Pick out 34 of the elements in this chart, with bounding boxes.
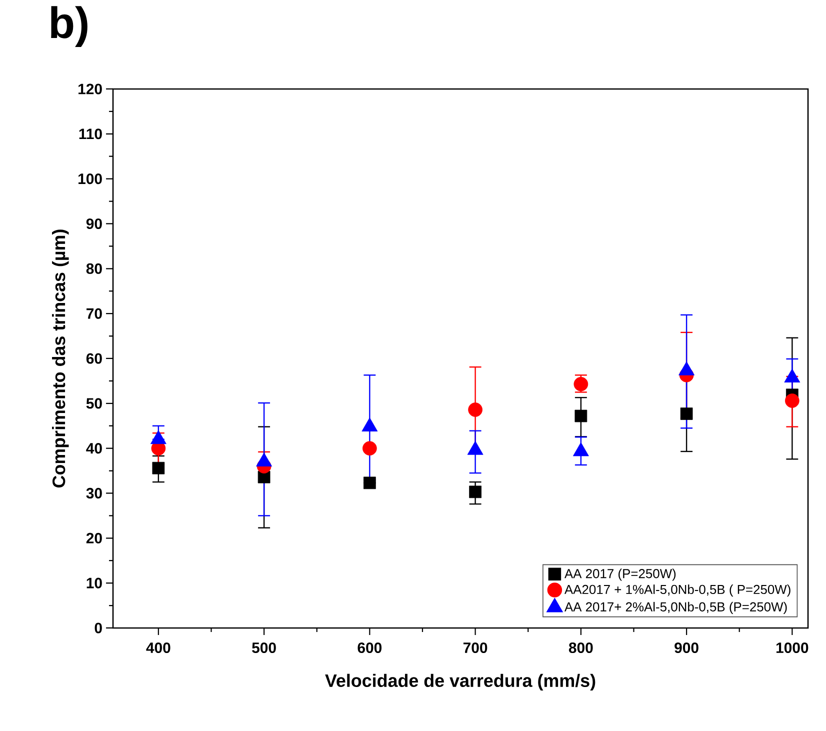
point [469,486,482,498]
x-axis-title: Velocidade de varredura (mm/s) [325,674,596,691]
y-tick-label: 60 [86,353,102,364]
point [363,476,376,490]
point [468,402,482,417]
x-tick-label: 700 [463,642,488,654]
y-axis-title: Comprimento das trincas (µm) [52,230,69,488]
y-tick-label: 50 [86,398,102,409]
legend-label: AA 2017+ 2%Al-5,0Nb-0,5B (P=250W) [564,602,787,614]
x-tick-label: 400 [146,642,170,654]
y-tick-label: 110 [79,128,102,140]
y-tick-label: 20 [86,532,102,544]
y-tick-label: 10 [86,578,102,588]
x-tick-label: 800 [568,642,593,654]
point [784,394,800,408]
point [152,462,165,474]
point [362,441,377,456]
point [680,408,693,420]
point [574,410,588,422]
y-tick-label: 70 [86,308,102,319]
legend-label: AA 2017 (P=250W) [564,568,676,581]
chart-title: b) [51,6,88,48]
y-tick-label: 30 [86,488,102,499]
y-tick-label: 100 [78,174,102,184]
x-tick-label: 900 [674,642,698,654]
legend-label: AA2017 + 1%Al-5,0Nb-0,5B ( P=250W) [564,584,790,597]
y-tick-label: 90 [86,218,102,230]
x-tick-label: 500 [252,642,276,654]
x-tick-label: 600 [358,642,382,654]
y-tick-label: 120 [78,84,102,94]
y-tick-label: 0 [94,622,102,634]
y-tick-label: 40 [86,443,102,454]
y-tick-label: 80 [86,263,102,274]
x-tick-label: 1000 [776,642,808,654]
